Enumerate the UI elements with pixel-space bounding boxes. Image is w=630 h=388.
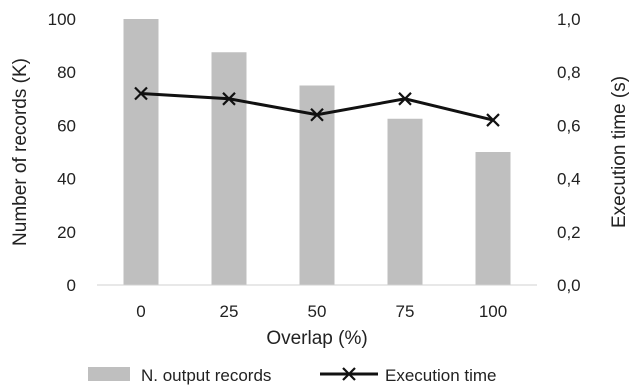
left-tick-label: 40: [57, 170, 76, 189]
right-tick-label: 0,6: [557, 116, 581, 135]
left-tick-label: 20: [57, 223, 76, 242]
right-tick-label: 0,2: [557, 223, 581, 242]
line-series: [134, 86, 500, 127]
execution-time-marker-25: [222, 92, 236, 106]
bar-25: [211, 52, 247, 285]
x-tick-label: 0: [136, 302, 145, 321]
left-tick-label: 0: [67, 276, 76, 295]
execution-time-marker-0: [134, 86, 148, 101]
x-tick-label: 25: [220, 302, 239, 321]
x-axis-title: Overlap (%): [266, 328, 367, 349]
left-axis-title: Number of records (K): [10, 58, 31, 246]
right-tick-label: 0,4: [557, 170, 581, 189]
left-tick-label: 80: [57, 63, 76, 82]
bar-50: [299, 85, 335, 285]
bar-series: [123, 19, 511, 285]
legend-label-bar: N. output records: [141, 366, 271, 385]
right-axis-title: Execution time (s): [609, 76, 630, 228]
bar-75: [387, 118, 423, 285]
x-tick-label: 75: [396, 302, 415, 321]
legend-swatch-bar: [88, 367, 130, 381]
x-axis-ticks: 0 25 50 75 100: [136, 302, 507, 321]
execution-time-marker-100: [486, 113, 500, 127]
right-tick-label: 0,0: [557, 276, 581, 295]
legend-swatch-marker: [342, 367, 356, 381]
bar-100: [475, 152, 511, 285]
right-tick-label: 1,0: [557, 10, 581, 29]
right-axis-ticks: 0,0 0,2 0,4 0,6 0,8 1,0: [557, 10, 581, 295]
legend: N. output records Execution time: [88, 366, 497, 385]
legend-label-line: Execution time: [385, 366, 497, 385]
right-tick-label: 0,8: [557, 63, 581, 82]
x-tick-label: 50: [308, 302, 327, 321]
left-tick-label: 100: [48, 10, 76, 29]
x-tick-label: 100: [479, 302, 507, 321]
execution-time-marker-50: [310, 107, 324, 122]
bar-0: [123, 19, 159, 285]
left-tick-label: 60: [57, 116, 76, 135]
execution-time-marker-75: [398, 92, 412, 106]
left-axis-ticks: 0 20 40 60 80 100: [48, 10, 76, 295]
